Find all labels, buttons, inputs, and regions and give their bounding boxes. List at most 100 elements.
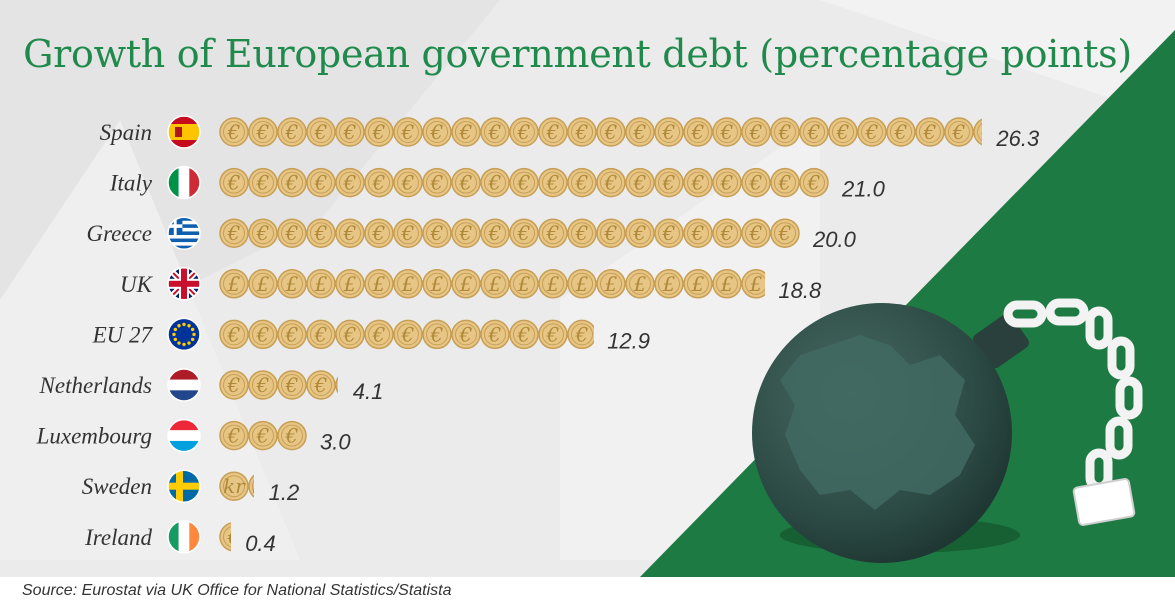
coin-icon: € [538,117,568,147]
svg-text:€: € [314,171,328,195]
svg-text:€: € [604,221,618,245]
coin-icon: € [306,167,336,198]
svg-text:€: € [865,120,879,144]
greece-flag-icon [167,216,201,250]
coin-icon: € [509,167,539,198]
value-label: 21.0 [841,177,886,202]
svg-text:kr: kr [223,474,246,498]
svg-text:€: € [952,120,966,144]
coin-icon: € [219,117,249,147]
coin-icon: € [625,167,655,198]
coin-icon: € [770,218,800,248]
ireland-flag-icon [167,520,201,554]
coin-icon: € [422,319,452,350]
svg-text:€: € [546,322,560,346]
coin-icon: € [219,319,249,350]
svg-text:€: € [517,120,531,144]
svg-text:€: € [720,120,734,144]
svg-text:€: € [749,171,763,195]
coin-icon: € [509,319,539,350]
svg-text:€: € [285,322,299,346]
bar-row: Sweden kr kr1.2 [82,469,300,505]
svg-text:£: £ [488,272,502,296]
source-note: Source: Eurostat via UK Office for Natio… [22,582,452,599]
svg-text:€: € [285,373,299,397]
eu-flag-icon [167,317,201,352]
category-label: Luxembourg [36,424,152,449]
coin-icon: £ [654,269,684,299]
value-label: 20.0 [812,227,857,252]
svg-text:€: € [401,221,415,245]
coin-icon: € [567,117,597,147]
svg-text:£: £ [372,272,386,296]
coin-icon: € [828,117,858,147]
svg-text:€: € [604,120,618,144]
coin-icon: £ [451,269,481,299]
svg-text:£: £ [749,272,763,296]
coin-icon: € [277,117,307,147]
coin-icon: € [683,167,713,198]
coin-icon: € [770,167,800,198]
svg-text:€: € [575,221,589,245]
bar: kr kr [219,471,254,501]
coin-icon: € [335,167,365,198]
coin-icon: € [596,218,626,248]
bar-row: Spain € € € € € € € € € € € € € € € € € € € € € € € € € € €26.3 [100,115,1040,151]
svg-text:£: £ [314,272,328,296]
coin-icon: € [741,117,771,147]
bar-row: Netherlands € € € € €4.1 [39,368,383,404]
svg-text:€: € [459,120,473,144]
coin-icon: € [306,117,336,147]
bar-row: Ireland €0.4 [84,520,276,556]
coin-icon: € [335,117,365,147]
svg-text:€: € [836,120,850,144]
coin-icon: € [654,117,684,147]
svg-text:£: £ [633,272,647,296]
bar: € € € € € € € € € € € € € € € € € € € € € € € € € € € [219,117,982,147]
svg-text:£: £ [401,272,415,296]
svg-text:€: € [778,221,792,245]
coin-icon: € [770,117,800,147]
svg-text:€: € [372,221,386,245]
svg-text:€: € [343,171,357,195]
bar: € € € € € [219,370,338,400]
bar: € € € [219,420,307,451]
coin-icon: € [248,319,278,350]
category-label: UK [120,272,154,297]
svg-text:€: € [314,221,328,245]
svg-text:€: € [488,171,502,195]
coin-icon: € [857,117,887,147]
svg-text:€: € [459,221,473,245]
coin-icon: € [509,117,539,147]
bar-row: Luxembourg € € €3.0 [36,418,351,455]
svg-text:€: € [633,221,647,245]
coin-icon: € [741,167,771,198]
svg-text:€: € [517,221,531,245]
svg-text:€: € [401,171,415,195]
coin-icon: € [248,218,278,248]
bar: € [219,522,231,552]
svg-text:£: £ [459,272,473,296]
coin-icon: £ [277,269,307,299]
italy-flag-icon [167,165,201,200]
svg-text:€: € [691,120,705,144]
svg-text:€: € [807,120,821,144]
coin-icon: £ [306,269,336,299]
svg-text:€: € [662,221,676,245]
coin-icon: € [393,218,423,248]
svg-text:€: € [285,171,299,195]
coin-icon: € [480,319,510,350]
coin-icon: € [306,218,336,248]
svg-text:£: £ [604,272,618,296]
svg-text:€: € [488,120,502,144]
svg-text:€: € [430,322,444,346]
svg-text:€: € [430,221,444,245]
value-label: 0.4 [245,531,276,556]
bar: € € € € € € € € € € € € € [219,319,594,350]
coin-icon: € [741,218,771,248]
coin-icon: € [248,167,278,198]
coin-icon: € [306,319,336,350]
svg-text:€: € [662,171,676,195]
value-label: 1.2 [269,480,300,505]
coin-icon: £ [422,269,452,299]
